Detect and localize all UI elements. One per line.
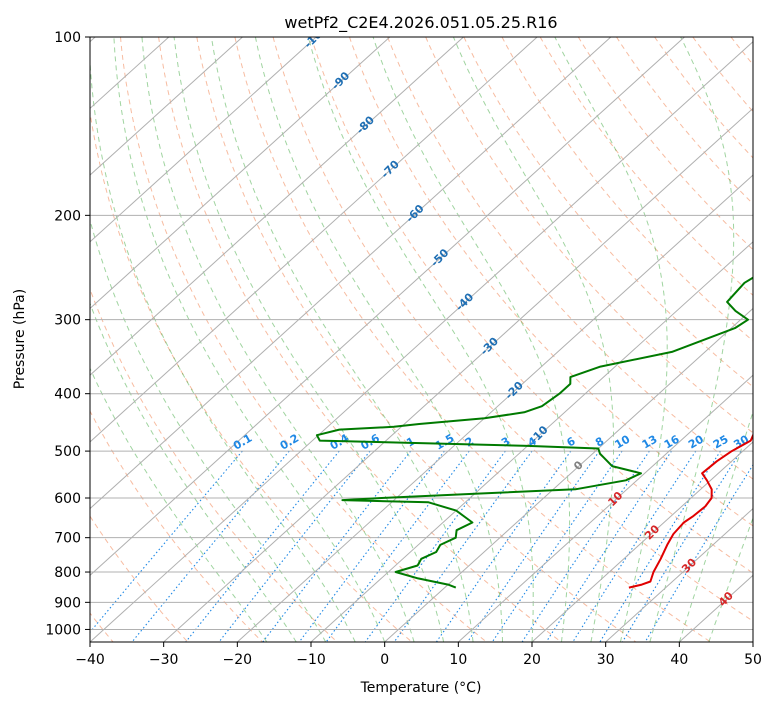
dry-adiabat <box>90 109 413 642</box>
profile-series <box>315 276 753 589</box>
mixing-ratio-line <box>435 450 572 642</box>
y-tick-label: 500 <box>54 444 81 460</box>
isotherm-gridline <box>163 107 753 642</box>
dry-adiabat <box>90 515 189 642</box>
isotherm-gridline <box>90 37 317 243</box>
dry-adiabat <box>654 37 753 159</box>
mixing-ratio-line <box>90 450 243 634</box>
moist-adiabat <box>254 37 503 642</box>
x-tick-label: −40 <box>75 652 105 668</box>
moist-adiabat <box>173 37 445 642</box>
x-axis-label: Temperature (°C) <box>360 680 482 696</box>
y-tick-label: 900 <box>54 595 81 611</box>
x-tick-label: −30 <box>149 652 179 668</box>
moist-adiabat <box>452 37 615 642</box>
isotherm-gridline <box>90 40 753 642</box>
dry-adiabat <box>501 37 753 342</box>
temperature-line <box>628 432 753 589</box>
dry-adiabat <box>120 37 487 642</box>
mixing-ratio-line <box>325 450 470 642</box>
isotherm-gridline <box>90 37 538 443</box>
isotherm-gridline <box>90 37 612 510</box>
dewpoint-line <box>315 276 753 589</box>
plot-frame <box>89 36 754 643</box>
y-tick-label: 700 <box>54 531 81 547</box>
dry-adiabat <box>196 37 637 642</box>
mixing-ratio-line <box>218 450 371 642</box>
mixing-ratio-line <box>599 450 721 642</box>
x-tick-label: 20 <box>523 652 541 668</box>
mixing-ratio-line <box>467 450 600 642</box>
x-tick-label: 0 <box>380 652 389 668</box>
moist-adiabat <box>90 53 356 642</box>
x-tick-label: 50 <box>744 652 762 668</box>
moist-adiabat <box>210 37 474 642</box>
dry-adiabat <box>387 37 753 480</box>
x-tick-label: −10 <box>296 652 326 668</box>
dry-adiabat <box>348 37 753 527</box>
y-tick-label: 300 <box>54 313 81 329</box>
dry-adiabat <box>90 410 263 642</box>
moist-adiabat <box>90 218 327 642</box>
isotherm-gridline <box>605 507 753 642</box>
y-tick-label: 200 <box>54 208 81 224</box>
x-tick-label: 10 <box>449 652 467 668</box>
moist-adiabat <box>113 37 386 642</box>
isotherm-gridline <box>457 374 753 642</box>
mixing-ratio-line <box>621 450 742 642</box>
moist-adiabat <box>678 410 753 642</box>
moist-adiabat <box>372 37 571 642</box>
y-tick-label: 100 <box>54 30 81 46</box>
isotherm-gridline <box>531 441 753 642</box>
mixing-ratio-line <box>131 450 290 642</box>
moist-adiabat <box>649 37 735 642</box>
x-tick-label: −20 <box>223 652 253 668</box>
mixing-ratio-line <box>298 450 445 642</box>
moist-adiabat <box>307 37 534 642</box>
isotherm-gridline <box>90 37 243 176</box>
y-axis-label: Pressure (hPa) <box>12 289 28 389</box>
y-tick-label: 1000 <box>45 622 81 638</box>
dry-adiabat <box>234 37 711 642</box>
moist-adiabat <box>90 367 268 642</box>
mixing-ratio-line <box>185 450 340 642</box>
dry-adiabat <box>539 37 753 296</box>
isotherm-gridline <box>384 307 753 642</box>
chart-title: wetPf2_C2E4.2026.051.05.25.R16 <box>284 13 557 33</box>
isotherm-gridline <box>236 174 753 642</box>
y-tick-label: 400 <box>54 387 81 403</box>
mixing-ratio-line <box>393 450 533 642</box>
axes: −40 −30 −20 −10 0 10 20 30 40 50 100 200 300 400 500 60… <box>45 30 762 668</box>
mixing-ratio-line <box>644 463 753 642</box>
y-tick-label: 600 <box>54 491 81 507</box>
x-tick-label: 30 <box>597 652 615 668</box>
isotherm-gridline <box>90 37 685 576</box>
background-lines <box>90 37 753 642</box>
dry-adiabat <box>272 37 753 622</box>
dry-adiabat <box>90 287 338 642</box>
dry-adiabat <box>310 37 753 574</box>
mixing-ratio-line <box>262 450 412 642</box>
isotherm-gridline <box>90 37 391 310</box>
y-tick-label: 800 <box>54 565 81 581</box>
x-tick-label: 40 <box>670 652 688 668</box>
isotherm-gridline <box>310 241 753 642</box>
dry-adiabat <box>158 37 562 642</box>
mixing-ratio-line <box>491 450 623 642</box>
isotherm-gridline <box>90 37 464 376</box>
moist-adiabat <box>90 301 297 642</box>
